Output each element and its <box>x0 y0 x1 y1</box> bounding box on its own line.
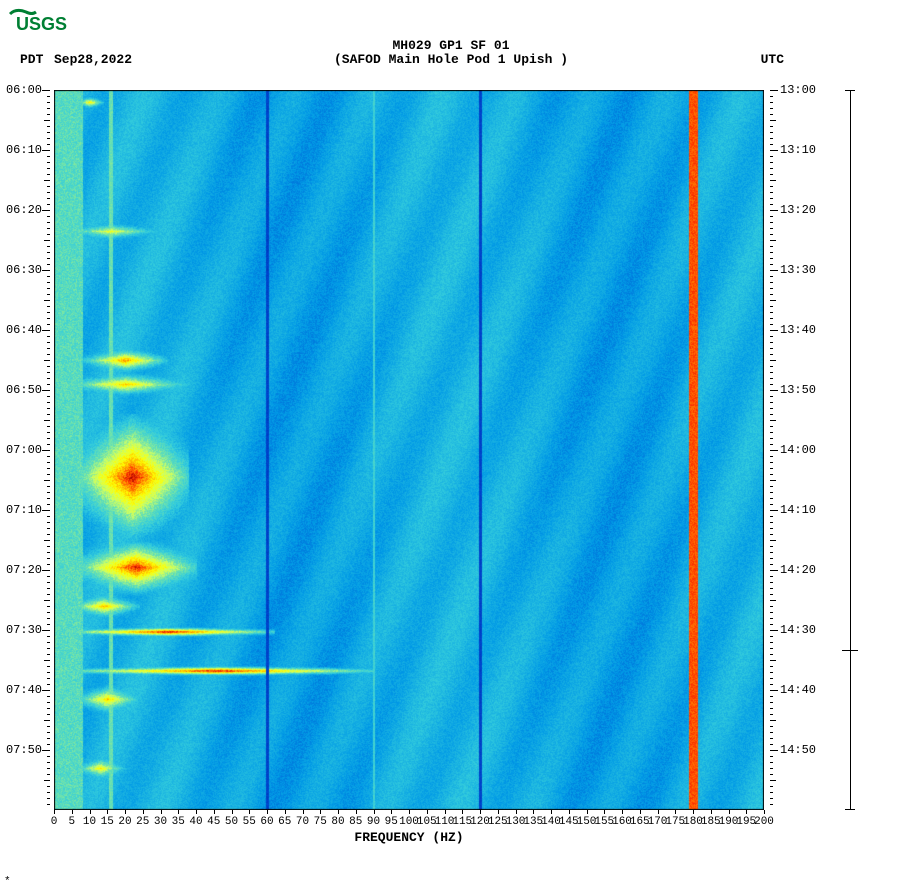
x-tick-label: 45 <box>207 816 220 828</box>
y-left-tick-label: 07:40 <box>6 683 42 697</box>
y-right-tick-label: 13:30 <box>780 263 816 277</box>
tz-right-label: UTC <box>761 52 784 67</box>
x-tick-label: 70 <box>296 816 309 828</box>
x-tick-label: 60 <box>260 816 273 828</box>
tz-left-label: PDT <box>20 52 43 67</box>
x-tick-label: 75 <box>314 816 327 828</box>
x-tick-label: 25 <box>136 816 149 828</box>
spectrogram-plot <box>54 90 764 810</box>
x-tick-label: 10 <box>83 816 96 828</box>
y-left-tick-label: 07:30 <box>6 623 42 637</box>
y-right-tick-label: 13:00 <box>780 83 816 97</box>
x-tick-label: 90 <box>367 816 380 828</box>
x-tick-label: 35 <box>172 816 185 828</box>
x-tick-label: 80 <box>331 816 344 828</box>
y-left-tick-label: 06:50 <box>6 383 42 397</box>
y-left-tick-label: 07:10 <box>6 503 42 517</box>
y-right-tick-label: 13:10 <box>780 143 816 157</box>
y-left-tick-label: 06:10 <box>6 143 42 157</box>
plot-title-1: MH029 GP1 SF 01 <box>392 38 509 53</box>
x-tick-label: 0 <box>51 816 58 828</box>
x-tick-label: 55 <box>243 816 256 828</box>
x-tick-label: 50 <box>225 816 238 828</box>
y-left-tick-label: 06:00 <box>6 83 42 97</box>
y-right-tick-label: 14:30 <box>780 623 816 637</box>
x-tick-label: 20 <box>118 816 131 828</box>
x-tick-label: 200 <box>754 816 774 828</box>
y-right-tick-label: 13:40 <box>780 323 816 337</box>
y-right-tick-label: 13:50 <box>780 383 816 397</box>
y-left-tick-label: 07:20 <box>6 563 42 577</box>
svg-text:USGS: USGS <box>16 14 67 34</box>
x-tick-label: 65 <box>278 816 291 828</box>
x-tick-label: 30 <box>154 816 167 828</box>
y-right-tick-label: 14:10 <box>780 503 816 517</box>
y-right-tick-label: 14:00 <box>780 443 816 457</box>
y-right-tick-label: 13:20 <box>780 203 816 217</box>
y-right-tick-label: 14:20 <box>780 563 816 577</box>
y-left-tick-label: 07:50 <box>6 743 42 757</box>
usgs-logo: USGS <box>8 6 104 39</box>
x-tick-label: 15 <box>101 816 114 828</box>
y-right-tick-label: 14:50 <box>780 743 816 757</box>
y-left-tick-label: 06:40 <box>6 323 42 337</box>
y-axis-left: 06:0006:1006:2006:3006:4006:5007:0007:10… <box>6 90 50 810</box>
corner-mark: * <box>4 876 11 888</box>
x-tick-label: 40 <box>189 816 202 828</box>
x-tick-label: 85 <box>349 816 362 828</box>
y-left-tick-label: 06:20 <box>6 203 42 217</box>
x-tick-label: 5 <box>68 816 75 828</box>
x-tick-label: 95 <box>385 816 398 828</box>
y-right-tick-label: 14:40 <box>780 683 816 697</box>
y-left-tick-label: 06:30 <box>6 263 42 277</box>
y-axis-right: 13:0013:1013:2013:3013:4013:5014:0014:10… <box>770 90 814 810</box>
x-axis-title: FREQUENCY (HZ) <box>54 830 764 845</box>
amplitude-scalebar <box>850 90 851 810</box>
y-left-tick-label: 07:00 <box>6 443 42 457</box>
plot-title-2: (SAFOD Main Hole Pod 1 Upish ) <box>334 52 568 67</box>
spectrogram-canvas <box>54 90 764 810</box>
date-label: Sep28,2022 <box>54 52 132 67</box>
